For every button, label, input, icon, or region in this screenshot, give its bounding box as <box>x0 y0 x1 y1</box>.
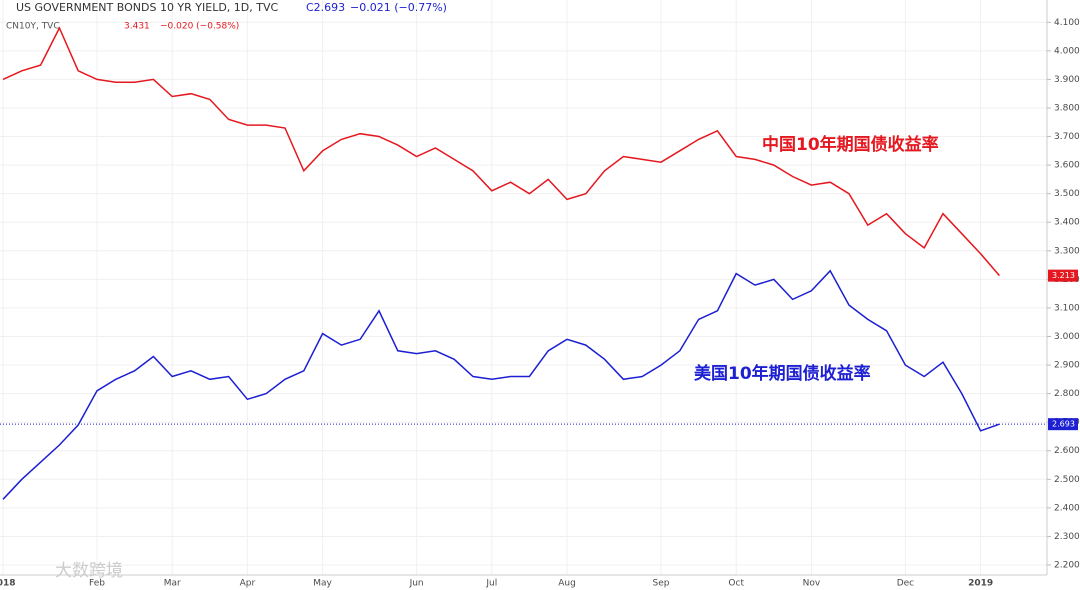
y-tick-label: 3.000 <box>1054 332 1080 342</box>
y-tick-label: 2.300 <box>1054 532 1080 542</box>
x-tick-label: 2018 <box>0 579 16 589</box>
watermark: 大数跨境 <box>55 561 123 581</box>
series-line <box>2 26 1000 277</box>
compare-symbol: CN10Y, TVC <box>6 22 60 32</box>
y-tick-label: 3.500 <box>1054 189 1080 199</box>
y-tick-label: 2.500 <box>1054 475 1080 485</box>
y-tick-label: 3.300 <box>1054 246 1080 256</box>
y-tick-label: 2.200 <box>1054 561 1080 571</box>
x-tick-label: Oct <box>728 579 744 589</box>
y-tick-label: 3.900 <box>1054 75 1080 85</box>
x-tick-label: Sep <box>653 579 670 589</box>
quote: C2.693 <box>306 1 345 14</box>
y-tick-label: 3.600 <box>1054 161 1080 171</box>
price-tag-label: 3.213 <box>1052 271 1075 280</box>
x-tick-label: Feb <box>89 579 105 589</box>
y-tick-label: 2.400 <box>1054 503 1080 513</box>
compare-quote: 3.431 <box>124 22 150 32</box>
x-tick-label: Jul <box>485 579 497 589</box>
y-tick-label: 2.900 <box>1054 361 1080 371</box>
x-tick-label: Aug <box>558 579 576 589</box>
price-tag <box>1048 269 1078 282</box>
y-tick-label: 2.800 <box>1054 389 1080 399</box>
y-tick-label: 2.600 <box>1054 446 1080 456</box>
x-tick-label: Nov <box>803 579 821 589</box>
y-tick-label: 3.700 <box>1054 132 1080 142</box>
change: −0.021 (−0.77%) <box>350 1 447 14</box>
x-tick-label: May <box>313 579 332 589</box>
x-tick-label: Mar <box>164 579 181 589</box>
price-tag <box>1048 418 1078 431</box>
annotation: 美国10年期国债收益率 <box>694 363 871 384</box>
x-tick-label: Jun <box>409 579 424 589</box>
y-tick-label: 4.000 <box>1054 46 1080 56</box>
y-tick-label: 3.400 <box>1054 218 1080 228</box>
price-tag-label: 2.693 <box>1052 420 1075 429</box>
y-tick-label: 3.800 <box>1054 103 1080 113</box>
y-tick-label: 4.100 <box>1054 18 1080 28</box>
annotation: 中国10年期国债收益率 <box>762 134 939 155</box>
x-tick-label: Apr <box>240 579 256 589</box>
y-tick-label: 3.100 <box>1054 303 1080 313</box>
x-tick-label: 2019 <box>968 579 993 589</box>
series-line <box>2 269 1000 500</box>
chart-title: US GOVERNMENT BONDS 10 YR YIELD, 1D, TVC <box>16 1 279 14</box>
compare-change: −0.020 (−0.58%) <box>160 22 239 32</box>
x-tick-label: Dec <box>897 579 914 589</box>
